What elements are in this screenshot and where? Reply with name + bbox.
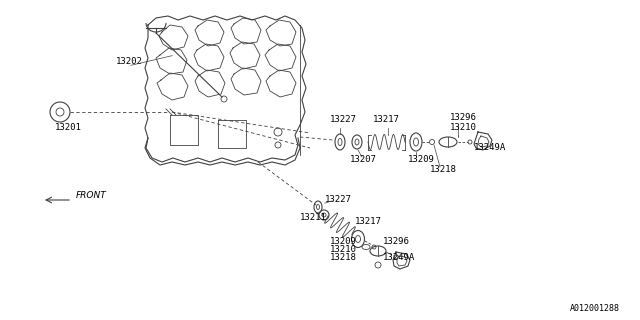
Text: 13249A: 13249A (474, 143, 506, 153)
Text: 13201: 13201 (55, 124, 82, 132)
Text: FRONT: FRONT (76, 191, 107, 201)
Text: 13207: 13207 (350, 156, 377, 164)
Text: 13249A: 13249A (383, 253, 415, 262)
Text: 13202: 13202 (116, 58, 143, 67)
Text: 13227: 13227 (325, 195, 352, 204)
Text: 13217: 13217 (355, 218, 382, 227)
Text: 13210: 13210 (450, 123, 477, 132)
Text: 13210: 13210 (330, 245, 357, 254)
Text: 13227: 13227 (330, 116, 357, 124)
Text: 13209: 13209 (330, 237, 357, 246)
Text: 13217: 13217 (373, 116, 400, 124)
Text: 13218: 13218 (430, 165, 457, 174)
Text: 13296: 13296 (383, 237, 410, 246)
Text: A012001288: A012001288 (570, 304, 620, 313)
Text: 13211: 13211 (300, 213, 327, 222)
Text: 13218: 13218 (330, 253, 357, 262)
Text: 13209: 13209 (408, 156, 435, 164)
Text: 13296: 13296 (450, 114, 477, 123)
